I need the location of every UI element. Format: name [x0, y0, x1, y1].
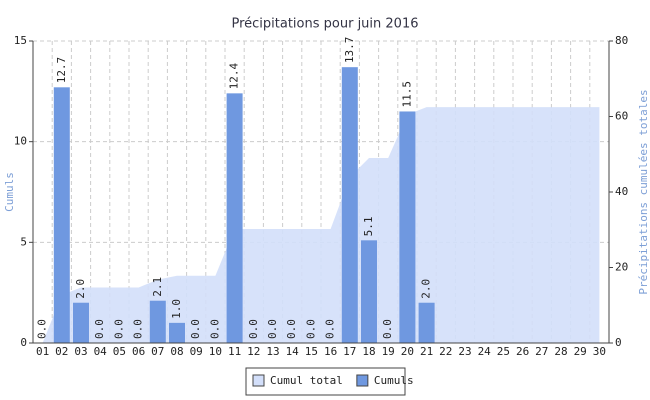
- value-label: 0.0: [208, 319, 221, 339]
- x-tick-label: 01: [36, 345, 49, 358]
- x-tick-label: 04: [94, 345, 108, 358]
- y-tick-label: 10: [14, 135, 27, 148]
- bar: [399, 111, 416, 343]
- y2-axis-label: Précipitations cumulées totales: [637, 89, 650, 294]
- x-tick-label: 03: [74, 345, 87, 358]
- y-tick-label: 0: [20, 336, 27, 349]
- x-tick-label: 18: [362, 345, 375, 358]
- legend-swatch: [252, 374, 265, 387]
- value-label: 0.0: [93, 319, 106, 339]
- x-tick-label: 19: [382, 345, 395, 358]
- x-tick-label: 09: [190, 345, 203, 358]
- x-tick-label: 24: [478, 345, 492, 358]
- value-label: 0.0: [266, 319, 279, 339]
- legend-label: Cumuls: [374, 374, 414, 387]
- value-label: 11.5: [400, 81, 413, 108]
- value-label: 0.0: [381, 319, 394, 339]
- x-tick-label: 05: [113, 345, 126, 358]
- y2-tick-label: 80: [615, 34, 628, 47]
- x-tick-label: 25: [497, 345, 510, 358]
- x-tick-label: 07: [151, 345, 164, 358]
- bar: [149, 300, 166, 343]
- bar: [73, 302, 89, 343]
- bar: [418, 302, 435, 343]
- x-tick-label: 23: [458, 345, 471, 358]
- bar: [53, 87, 70, 343]
- x-tick-label: 15: [305, 345, 318, 358]
- x-tick-label: 17: [343, 345, 356, 358]
- x-tick-label: 10: [209, 345, 222, 358]
- value-label: 0.0: [304, 319, 317, 339]
- x-tick-label: 22: [439, 345, 452, 358]
- x-tick-label: 11: [228, 345, 241, 358]
- value-label: 13.7: [343, 37, 356, 64]
- value-label: 0.0: [324, 319, 337, 339]
- chart-title: Précipitations pour juin 2016: [231, 17, 418, 32]
- value-label: 12.7: [55, 57, 68, 84]
- value-label: 2.1: [151, 277, 164, 297]
- value-label: 0.0: [36, 319, 49, 339]
- area: [42, 107, 600, 343]
- x-tick-label: 21: [420, 345, 433, 358]
- y2-tick-label: 60: [615, 110, 628, 123]
- value-label: 0.0: [132, 319, 145, 339]
- y-axis-label: Cumuls: [3, 172, 16, 212]
- y-tick-label: 5: [20, 235, 27, 248]
- y2-tick-label: 40: [615, 185, 628, 198]
- x-tick-label: 14: [286, 345, 300, 358]
- value-label: 5.1: [362, 216, 375, 236]
- bar: [169, 322, 185, 343]
- value-label: 0.0: [112, 319, 125, 339]
- x-tick-label: 27: [535, 345, 548, 358]
- x-tick-label: 08: [170, 345, 183, 358]
- value-label: 0.0: [247, 319, 260, 339]
- x-tick-label: 06: [132, 345, 145, 358]
- value-label: 2.0: [74, 279, 87, 299]
- legend-swatch: [356, 374, 369, 387]
- x-tick-label: 13: [266, 345, 279, 358]
- x-tick-label: 28: [554, 345, 567, 358]
- bar: [361, 240, 377, 343]
- value-label: 2.0: [420, 279, 433, 299]
- y-tick-label: 15: [14, 34, 27, 47]
- x-tick-label: 30: [593, 345, 606, 358]
- value-label: 0.0: [285, 319, 298, 339]
- y2-tick-label: 20: [615, 261, 628, 274]
- x-tick-label: 12: [247, 345, 260, 358]
- value-label: 12.4: [228, 62, 241, 89]
- value-label: 1.0: [170, 299, 183, 319]
- legend-box: [245, 367, 406, 396]
- value-label: 0.0: [189, 319, 202, 339]
- bar: [341, 67, 358, 343]
- bar: [226, 93, 243, 343]
- x-tick-label: 29: [574, 345, 587, 358]
- x-tick-label: 26: [516, 345, 529, 358]
- x-tick-label: 20: [401, 345, 414, 358]
- x-tick-label: 16: [324, 345, 337, 358]
- y2-tick-label: 0: [615, 336, 622, 349]
- x-tick-label: 02: [55, 345, 68, 358]
- legend-label: Cumul total: [270, 374, 343, 387]
